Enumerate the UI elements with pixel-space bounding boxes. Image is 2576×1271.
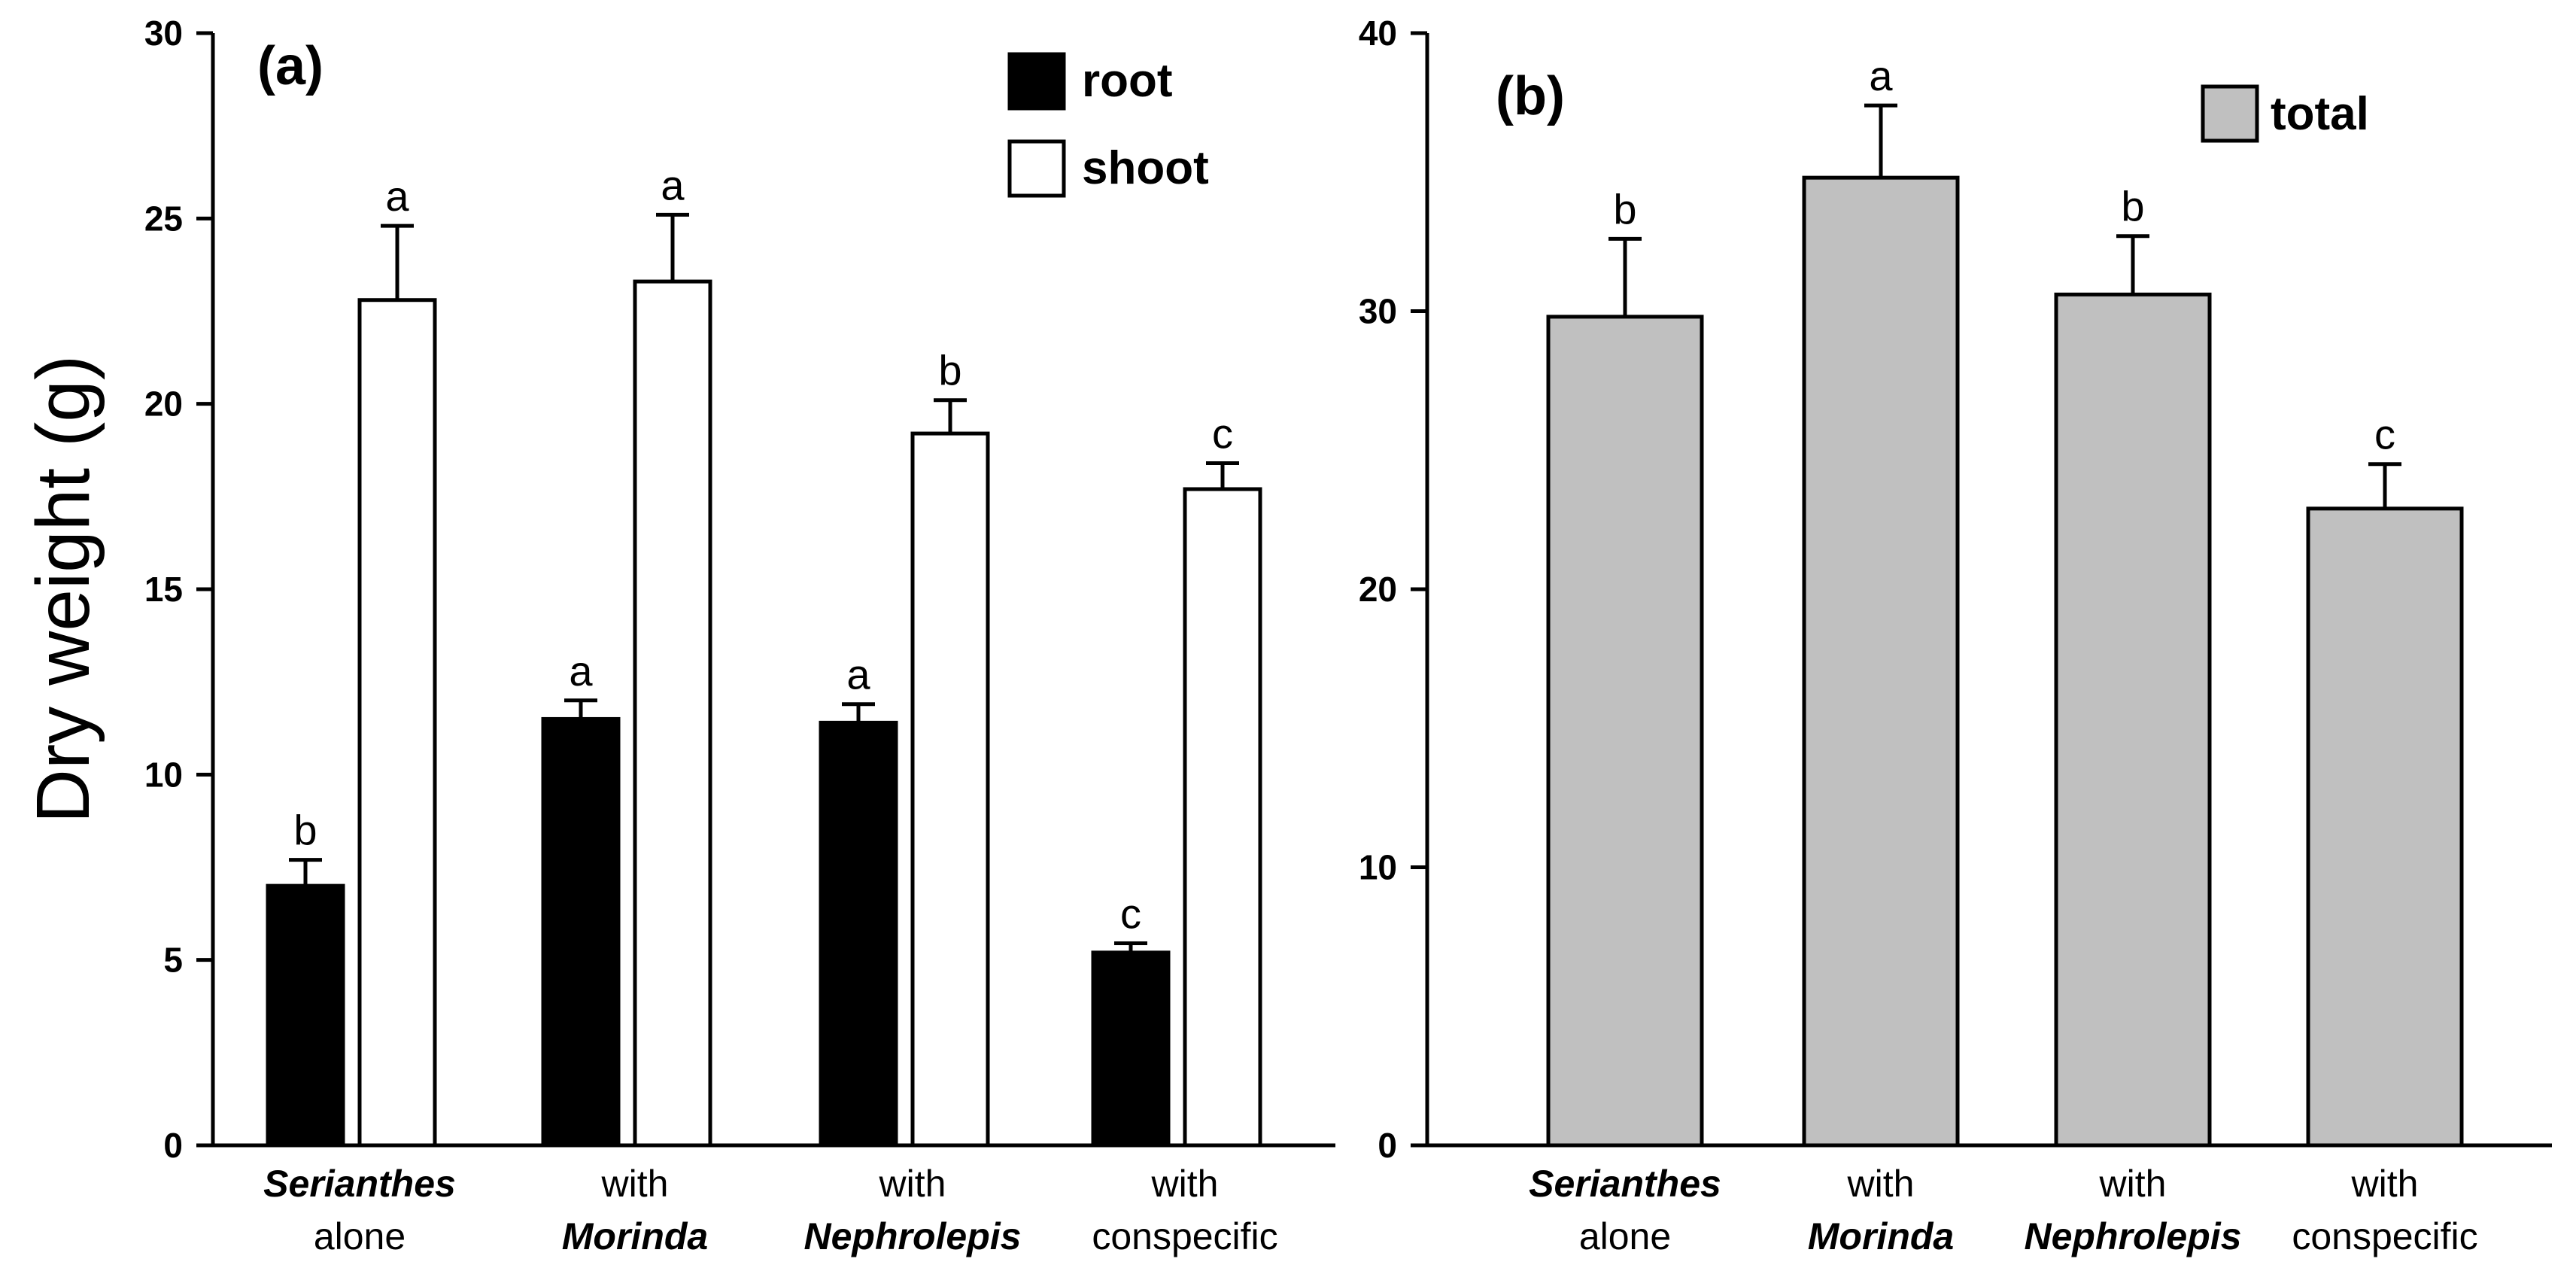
y-tick-label: 20	[144, 385, 183, 424]
significance-letter: a	[846, 651, 870, 698]
bar-total	[1546, 315, 1704, 1148]
significance-letter: a	[1869, 52, 1893, 99]
legend-label-shoot: shoot	[1082, 142, 1209, 194]
category-label-line2: conspecific	[2292, 1215, 2477, 1257]
y-tick-label: 15	[144, 570, 183, 609]
category-label-line1: with	[2351, 1163, 2419, 1205]
bar-shoot	[1183, 487, 1262, 1148]
legend-swatch-root	[1007, 52, 1066, 111]
significance-letter: b	[1613, 185, 1636, 233]
category-label-line1: Serianthes	[263, 1163, 456, 1205]
y-tick-label: 20	[1359, 570, 1397, 609]
legend-label-total: total	[2271, 88, 2369, 140]
bar-total	[2306, 506, 2464, 1148]
category-label-line2: Morinda	[1808, 1215, 1954, 1257]
significance-letter: b	[293, 807, 317, 854]
y-tick-label: 10	[144, 755, 183, 794]
bar-root	[1091, 950, 1171, 1148]
y-tick-label: 40	[1359, 14, 1397, 53]
category-label-line2: Morinda	[562, 1215, 708, 1257]
bar-total	[1802, 175, 1960, 1148]
significance-letter: c	[1120, 889, 1141, 937]
category-label-line1: with	[1151, 1163, 1219, 1205]
category-label-line1: with	[879, 1163, 946, 1205]
category-label-line2: Nephrolepis	[804, 1215, 1022, 1257]
bar-shoot	[357, 298, 437, 1148]
bar-root	[541, 716, 621, 1148]
significance-letter: b	[938, 347, 961, 394]
significance-letter: b	[2121, 183, 2144, 230]
y-tick-label: 5	[163, 941, 183, 980]
bar-shoot	[910, 431, 990, 1148]
y-axis-title: Dry weight (g)	[21, 355, 105, 823]
panel-label: (a)	[257, 36, 324, 96]
y-tick-label: 25	[144, 199, 183, 238]
category-label-line1: with	[601, 1163, 669, 1205]
category-label-line1: Serianthes	[1529, 1163, 1721, 1205]
significance-letter: a	[661, 161, 685, 208]
legend-swatch-shoot	[1007, 139, 1066, 198]
category-label-line2: Nephrolepis	[2025, 1215, 2242, 1257]
y-tick-label: 0	[163, 1126, 183, 1165]
category-label-line2: alone	[314, 1215, 406, 1257]
y-tick-label: 0	[1378, 1126, 1397, 1165]
significance-letter: a	[569, 647, 593, 695]
category-label-line1: with	[1847, 1163, 1915, 1205]
y-tick-label: 30	[1359, 292, 1397, 331]
bar-root	[819, 720, 898, 1148]
panel-b-chart: 0 10 20 30 40 b a b c Serianthes alone with Morinda w…	[1359, 14, 2552, 1257]
category-label-line1: with	[2099, 1163, 2167, 1205]
bar-shoot	[633, 279, 712, 1148]
significance-letter: a	[385, 172, 409, 220]
bar-root	[266, 883, 345, 1148]
y-tick-label: 10	[1359, 848, 1397, 887]
panel-label: (b)	[1496, 66, 1565, 126]
legend-swatch-total	[2201, 84, 2259, 143]
y-tick-label: 30	[144, 14, 183, 53]
panel-a-chart: 0 5 10 15 20 25 30 b a a c a a b c Serianthes alone with M…	[21, 14, 1335, 1257]
category-label-line2: alone	[1579, 1215, 1671, 1257]
bar-total	[2054, 292, 2212, 1148]
category-label-line2: conspecific	[1092, 1215, 1277, 1257]
significance-letter: c	[1212, 409, 1233, 457]
legend-label-root: root	[1082, 55, 1173, 107]
significance-letter: c	[2374, 411, 2395, 458]
